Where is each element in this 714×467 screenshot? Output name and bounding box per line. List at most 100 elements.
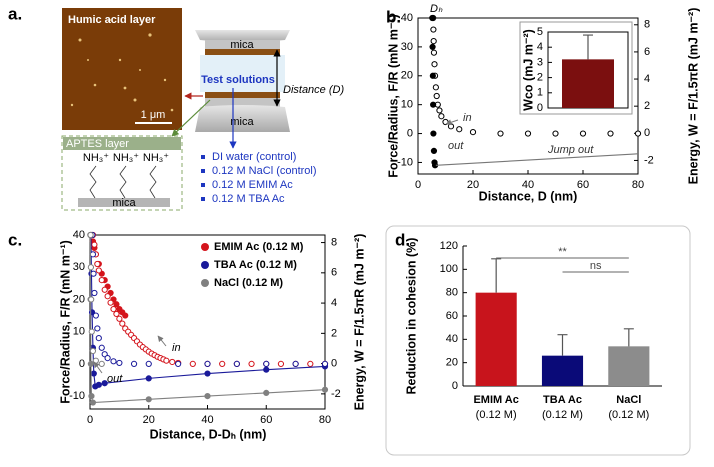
y-tick-label: 10 <box>73 326 85 338</box>
y-tick-label: 2 <box>537 72 543 84</box>
y-tick-label: 20 <box>446 357 458 369</box>
data-point <box>110 306 117 313</box>
aptes-title: APTES layer <box>66 138 129 150</box>
mica-label: mica <box>112 197 136 209</box>
error-bar <box>491 258 502 293</box>
distance-label: Distance (D) <box>283 84 344 96</box>
panel-label: d. <box>395 230 410 249</box>
data-point <box>263 389 270 396</box>
y-tick-label: 80 <box>446 287 458 299</box>
data-point <box>92 312 99 319</box>
y2-tick-label: 6 <box>331 267 337 279</box>
data-point <box>456 126 463 133</box>
data-point <box>101 380 108 387</box>
data-point <box>429 72 436 79</box>
x-tick-label: (0.12 M) <box>476 409 517 421</box>
y-axis-title: Force/Radius, F/R (mN m⁻¹) <box>58 240 72 404</box>
afm-title: Humic acid layer <box>68 14 156 26</box>
data-point <box>98 360 105 367</box>
data-point <box>104 293 111 300</box>
data-point <box>175 360 182 367</box>
bar <box>541 355 584 386</box>
y2-tick-label: -2 <box>644 154 654 166</box>
data-point <box>122 312 129 319</box>
afm-particles <box>70 19 174 112</box>
solution-item: 0.12 M EMIM Ac <box>212 179 293 191</box>
data-point <box>169 358 176 366</box>
data-point <box>98 344 105 351</box>
legend-marker <box>201 279 209 287</box>
solution-gap <box>200 55 285 92</box>
data-point <box>95 267 102 274</box>
mica-label: mica <box>230 116 254 128</box>
annotation: out <box>107 373 123 385</box>
data-point <box>432 84 439 91</box>
annotation: in <box>172 342 181 354</box>
y-tick-label: 40 <box>401 12 413 24</box>
amine: NH₃⁺ <box>143 152 169 164</box>
data-point <box>524 130 532 137</box>
data-point <box>607 130 614 137</box>
y-tick-label: 20 <box>73 293 85 305</box>
data-point <box>88 296 95 303</box>
significance-label: ** <box>558 246 567 258</box>
data-point <box>95 381 102 388</box>
y-tick-label: 3 <box>537 56 543 68</box>
x-tick-label: 80 <box>319 414 331 426</box>
y2-tick-label: 8 <box>331 236 337 248</box>
data-point <box>94 325 101 332</box>
data-point <box>145 360 152 367</box>
x-tick-label: TBA Ac <box>543 394 582 406</box>
annotation-arrow <box>93 361 103 374</box>
data-point <box>430 101 437 108</box>
data-point <box>116 359 123 367</box>
mica-bottom <box>205 98 280 107</box>
data-point <box>110 358 117 365</box>
legend-label: NaCl (0.12 M) <box>214 277 283 289</box>
y-tick-label: 40 <box>446 333 458 345</box>
y2-tick-label: 8 <box>644 19 650 31</box>
annotation: Dₕ <box>430 3 443 15</box>
data-point <box>204 393 211 400</box>
x-tick-label: NaCl <box>616 394 641 406</box>
solution-bullets <box>201 155 205 201</box>
data-point <box>233 360 240 367</box>
data-point <box>119 320 126 327</box>
lower-cylinder <box>195 105 290 132</box>
panel-a: a. Humic acid layer 1 μm APTES layer NH₃… <box>8 4 344 211</box>
data-point <box>189 360 196 367</box>
scale-label: 1 μm <box>141 109 166 121</box>
data-point <box>116 315 123 322</box>
x-tick-label: EMIM Ac <box>473 394 518 406</box>
amine: NH₃⁺ <box>113 152 139 164</box>
data-point <box>429 43 436 50</box>
y-tick-label: 100 <box>440 263 458 275</box>
data-point <box>321 386 329 393</box>
data-point <box>430 147 438 154</box>
y2-tick-label: 2 <box>331 327 337 339</box>
y-tick-label: 1 <box>537 87 543 99</box>
y-tick-label: 40 <box>73 229 85 241</box>
bar <box>562 59 614 108</box>
error-bar <box>623 328 634 347</box>
data-point <box>433 92 440 100</box>
data-point <box>87 360 94 367</box>
y-tick-label: 30 <box>73 261 85 273</box>
upper-cylinder <box>195 30 290 42</box>
aptes-banner <box>63 137 181 150</box>
y-axis-title: Force/Radius, F/R (mN m⁻¹) <box>386 14 400 178</box>
error-bar <box>557 334 568 356</box>
y2-tick-label: 2 <box>644 100 650 112</box>
error-bar <box>583 34 593 60</box>
x-tick-label: 20 <box>467 179 479 191</box>
panel-d-border <box>385 225 691 456</box>
data-point <box>113 310 120 318</box>
data-point <box>307 360 314 367</box>
solution-item: 0.12 M TBA Ac <box>212 193 285 205</box>
aptes-chains <box>89 165 157 199</box>
data-point <box>277 360 285 367</box>
data-point <box>431 61 438 68</box>
data-point <box>552 130 559 137</box>
data-point <box>98 277 105 284</box>
